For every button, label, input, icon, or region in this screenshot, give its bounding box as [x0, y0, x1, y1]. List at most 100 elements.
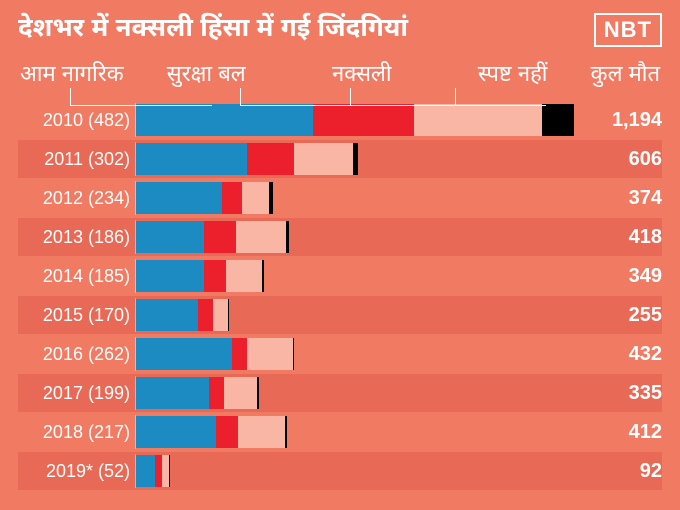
row-label: 2012 (234): [18, 179, 136, 217]
bar-segment: [162, 455, 169, 487]
row-total: 1,194: [582, 109, 662, 132]
row-total: 349: [582, 265, 662, 288]
stacked-bar: [136, 455, 170, 487]
bar-segment: [257, 377, 258, 409]
bar-segment: [242, 182, 269, 214]
bar-segment: [136, 104, 313, 136]
bar-segment: [136, 416, 216, 448]
bar-area: [136, 338, 582, 370]
legend-middle: सुरक्षा बल नक्सली स्पष्ट नहीं: [124, 61, 591, 90]
bar-segment: [414, 104, 542, 136]
bar-segment: [136, 260, 204, 292]
row-total: 606: [582, 148, 662, 171]
bar-segment: [136, 143, 247, 175]
chart-row: 2012 (234) 374: [18, 179, 662, 217]
bar-area: [136, 377, 582, 409]
bar-segment: [204, 221, 236, 253]
legend-item-2: नक्सली: [332, 61, 392, 90]
bar-segment: [285, 416, 287, 448]
bar-segment: [226, 260, 262, 292]
stacked-bar: [136, 260, 264, 292]
chart-title: देशभर में नक्सली हिंसा में गई जिंदगियां: [18, 12, 408, 47]
row-label: 2015 (170): [18, 296, 136, 334]
bar-segment: [313, 104, 415, 136]
bar-area: [136, 455, 582, 487]
stacked-bar: [136, 377, 259, 409]
row-label: 2019* (52): [18, 452, 136, 490]
bar-segment: [136, 377, 209, 409]
chart-container: देशभर में नक्सली हिंसा में गई जिंदगियां …: [0, 0, 680, 510]
bar-area: [136, 260, 582, 292]
bar-segment: [247, 338, 293, 370]
stacked-bar: [136, 221, 289, 253]
bar-segment: [236, 221, 286, 253]
bar-segment: [213, 299, 228, 331]
bar-segment: [224, 377, 258, 409]
row-label: 2010 (482): [18, 101, 136, 139]
chart-row: 2013 (186) 418: [18, 218, 662, 256]
stacked-bar: [136, 104, 574, 136]
bar-segment: [293, 338, 295, 370]
legend-item-0: आम नागरिक: [20, 61, 124, 90]
bar-segment: [204, 260, 226, 292]
bar-segment: [228, 299, 230, 331]
row-label: 2018 (217): [18, 413, 136, 451]
stacked-bar: [136, 143, 358, 175]
row-label: 2014 (185): [18, 257, 136, 295]
stacked-bar: [136, 416, 287, 448]
chart-row: 2011 (302) 606: [18, 140, 662, 178]
chart-row: 2016 (262) 432: [18, 335, 662, 373]
row-total: 374: [582, 187, 662, 210]
bar-segment: [136, 299, 198, 331]
logo: NBT: [594, 13, 662, 47]
stacked-bar: [136, 299, 230, 331]
row-label: 2017 (199): [18, 374, 136, 412]
bar-area: [136, 104, 582, 136]
bar-area: [136, 416, 582, 448]
bar-segment: [542, 104, 574, 136]
bar-segment: [353, 143, 358, 175]
stacked-bar: [136, 182, 273, 214]
legend-row: आम नागरिक सुरक्षा बल नक्सली स्पष्ट नहीं …: [18, 59, 662, 91]
bar-area: [136, 299, 582, 331]
bar-segment: [262, 260, 264, 292]
bar-segment: [136, 455, 155, 487]
bar-area: [136, 221, 582, 253]
bar-segment: [198, 299, 213, 331]
bar-segment: [232, 338, 247, 370]
row-label: 2013 (186): [18, 218, 136, 256]
row-total: 92: [582, 460, 662, 483]
bar-segment: [169, 455, 170, 487]
chart-row: 2017 (199) 335: [18, 374, 662, 412]
bar-segment: [216, 416, 238, 448]
bar-area: [136, 143, 582, 175]
bar-segment: [286, 221, 289, 253]
row-label: 2016 (262): [18, 335, 136, 373]
bar-segment: [136, 221, 204, 253]
stacked-bar: [136, 338, 294, 370]
row-total: 255: [582, 304, 662, 327]
chart-row: 2015 (170) 255: [18, 296, 662, 334]
row-total: 335: [582, 382, 662, 405]
chart-row: 2010 (482) 1,194: [18, 101, 662, 139]
chart-row: 2014 (185) 349: [18, 257, 662, 295]
bar-area: [136, 182, 582, 214]
legend-total-label: कुल मौत: [591, 61, 660, 90]
header-row: देशभर में नक्सली हिंसा में गई जिंदगियां …: [18, 12, 662, 47]
row-label: 2011 (302): [18, 140, 136, 178]
row-total: 418: [582, 226, 662, 249]
bar-segment: [294, 143, 353, 175]
bar-segment: [222, 182, 242, 214]
chart-rows: 2010 (482) 1,194 2011 (302) 606 2012 (234) 37…: [18, 101, 662, 490]
chart-row: 2018 (217) 412: [18, 413, 662, 451]
bar-segment: [155, 455, 162, 487]
bar-segment: [209, 377, 224, 409]
chart-row: 2019* (52) 92: [18, 452, 662, 490]
row-total: 412: [582, 421, 662, 444]
bar-segment: [269, 182, 273, 214]
bar-segment: [238, 416, 286, 448]
bar-segment: [136, 338, 232, 370]
legend-item-1: सुरक्षा बल: [167, 61, 246, 90]
row-total: 432: [582, 343, 662, 366]
bar-segment: [136, 182, 222, 214]
